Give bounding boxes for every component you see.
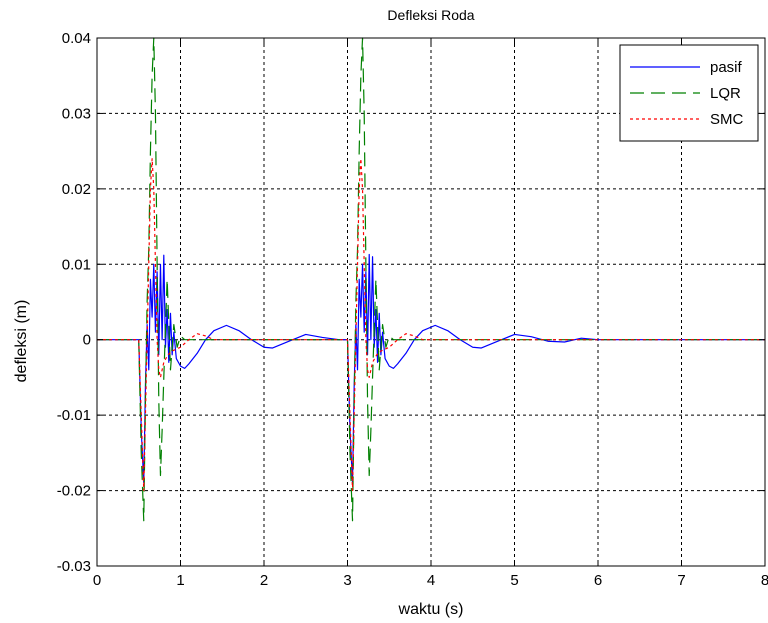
y-tick-label: 0.04	[62, 30, 91, 47]
x-tick-label: 0	[93, 572, 101, 589]
x-tick-label: 6	[594, 572, 602, 589]
x-tick-label: 2	[260, 572, 268, 589]
x-tick-label: 1	[176, 572, 184, 589]
legend: pasif LQR SMC	[619, 44, 759, 142]
y-tick-label: 0.03	[62, 105, 91, 122]
x-axis-title: waktu (s)	[398, 601, 464, 618]
series-line-lqr	[97, 37, 765, 522]
x-tick-label: 5	[510, 572, 518, 589]
grid	[97, 38, 765, 566]
y-tick-label: 0	[83, 332, 91, 349]
x-tick-label: 8	[761, 572, 768, 589]
series-line-smc	[97, 158, 765, 492]
x-tick-label: 3	[343, 572, 351, 589]
y-tick-label: 0.01	[62, 256, 91, 273]
y-tick-label: -0.01	[57, 407, 91, 424]
legend-label-smc: SMC	[710, 111, 744, 128]
y-axis-title: defleksi (m)	[13, 300, 30, 383]
y-tick-label: -0.03	[57, 558, 91, 575]
legend-label-lqr: LQR	[710, 85, 741, 102]
x-tick-label: 7	[677, 572, 685, 589]
legend-label-pasif: pasif	[710, 59, 743, 76]
y-tick-label: -0.02	[57, 483, 91, 500]
chart-title: Defleksi Roda	[387, 7, 474, 23]
x-tick-label: 4	[427, 572, 435, 589]
series-layer	[97, 37, 765, 522]
y-tick-label: 0.02	[62, 181, 91, 198]
ticks: 0 1 2 3 4 5 6 7 8 -0.03 -0.02 -0.01 0 0.01 0.02 0.03 0.0…	[57, 30, 768, 589]
